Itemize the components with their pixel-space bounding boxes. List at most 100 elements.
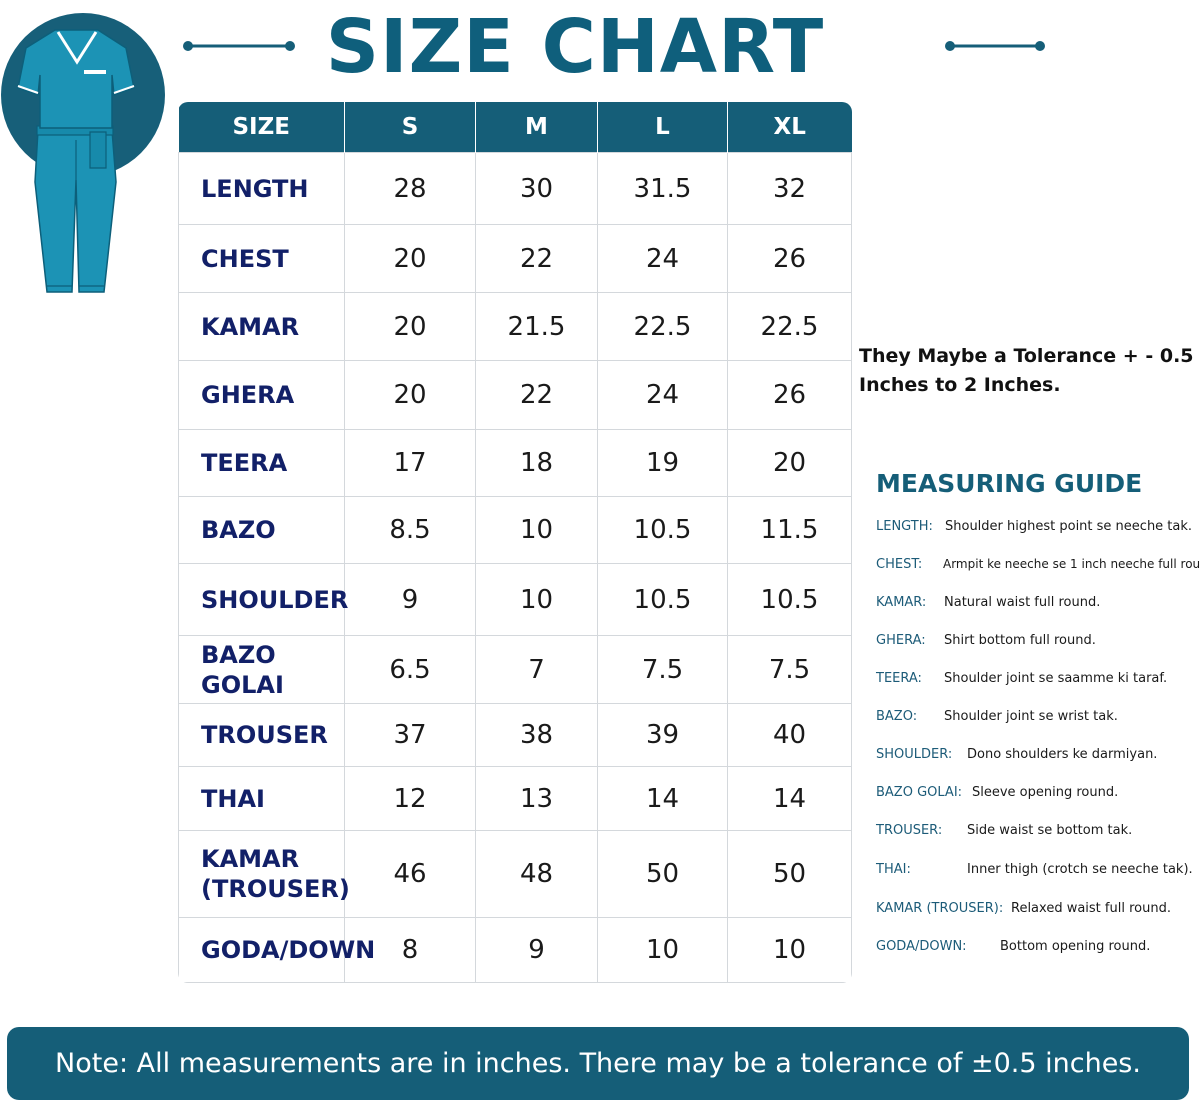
cell-value: 24 — [597, 224, 728, 293]
title-decoration-left — [183, 41, 295, 51]
scrubs-illustration — [1, 13, 165, 293]
guide-term: SHOULDER: — [876, 747, 953, 762]
row-label: GHERA — [178, 360, 345, 430]
cell-value: 21.5 — [475, 292, 598, 361]
guide-item: TEERA: Shoulder joint se saamme ki taraf… — [876, 671, 1200, 691]
guide-term: LENGTH: — [876, 519, 933, 534]
row-label: LENGTH — [178, 152, 345, 225]
cell-value: 24 — [597, 360, 728, 430]
cell-value: 10 — [475, 563, 598, 636]
guide-term: CHEST: — [876, 557, 923, 572]
guide-term: TROUSER: — [876, 823, 943, 838]
row-label: SHOULDER — [178, 563, 348, 636]
guide-term: GHERA: — [876, 633, 926, 648]
cell-value: 26 — [727, 224, 852, 293]
guide-item: KAMAR: Natural waist full round. — [876, 595, 1200, 615]
cell-value: 7.5 — [597, 635, 728, 704]
row-label: THAI — [178, 766, 345, 831]
cell-value: 22.5 — [597, 292, 728, 361]
cell-value: 32 — [727, 152, 852, 225]
guide-definition: Shoulder joint se saamme ki taraf. — [944, 671, 1168, 686]
cell-value: 13 — [475, 766, 598, 831]
cell-value: 7.5 — [727, 635, 852, 704]
table-row: GHERA 20 22 24 26 — [178, 360, 852, 430]
guide-item: TROUSER: Side waist se bottom tak. — [876, 823, 1200, 843]
cell-value: 26 — [727, 360, 852, 430]
tolerance-note: They Maybe a Tolerance + - 0.5 Inches to… — [859, 345, 1194, 396]
table-row: TEERA 17 18 19 20 — [178, 429, 852, 497]
table-row: KAMAR 20 21.5 22.5 22.5 — [178, 292, 852, 361]
table-row: THAI 12 13 14 14 — [178, 766, 852, 831]
guide-definition: Bottom opening round. — [1000, 939, 1151, 954]
row-label: BAZO GOLAI — [178, 635, 345, 704]
cell-value: 19 — [597, 429, 728, 497]
footer-note-bar: Note: All measurements are in inches. Th… — [7, 1027, 1189, 1100]
table-row: LENGTH 28 30 31.5 32 — [178, 152, 852, 225]
guide-term: BAZO: — [876, 709, 918, 724]
guide-term: BAZO GOLAI: — [876, 785, 963, 800]
cell-value: 9 — [344, 563, 476, 636]
guide-term: TEERA: — [876, 671, 922, 686]
cell-value: 46 — [344, 830, 476, 918]
row-label: KAMAR — [178, 292, 345, 361]
table-row: KAMAR (TROUSER) 46 48 50 50 — [178, 830, 852, 918]
guide-item: BAZO GOLAI: Sleeve opening round. — [876, 785, 1200, 805]
table-row: BAZO GOLAI 6.5 7 7.5 7.5 — [178, 635, 852, 704]
cell-value: 14 — [597, 766, 728, 831]
cell-value: 7 — [475, 635, 598, 704]
guide-item: LENGTH: Shoulder highest point se neeche… — [876, 519, 1200, 539]
row-label: CHEST — [178, 224, 345, 293]
cell-value: 20 — [727, 429, 852, 497]
measuring-guide-title: MEASURING GUIDE — [876, 469, 1143, 498]
size-table: SIZE S M L XL LENGTH 28 30 31.5 32 CHEST… — [178, 102, 852, 983]
cell-value: 31.5 — [597, 152, 728, 225]
cell-value: 12 — [344, 766, 476, 831]
cell-value: 50 — [597, 830, 728, 918]
guide-item: THAI: Inner thigh (crotch se neeche tak)… — [876, 862, 1200, 882]
cell-value: 9 — [475, 917, 598, 983]
guide-item: CHEST: Armpit ke neeche se 1 inch neeche… — [876, 557, 1200, 577]
header-s: S — [344, 102, 476, 153]
guide-definition: Sleeve opening round. — [972, 785, 1119, 800]
guide-definition: Shirt bottom full round. — [944, 633, 1096, 648]
cell-value: 11.5 — [727, 496, 852, 564]
page-title: SIZE CHART — [325, 4, 825, 90]
guide-definition: Shoulder joint se wrist tak. — [944, 709, 1118, 724]
cell-value: 8.5 — [344, 496, 476, 564]
row-label: TROUSER — [178, 703, 345, 767]
guide-definition: Dono shoulders ke darmiyan. — [967, 747, 1158, 762]
row-label: BAZO — [178, 496, 345, 564]
guide-term: GODA/DOWN: — [876, 939, 967, 954]
table-row: BAZO 8.5 10 10.5 11.5 — [178, 496, 852, 564]
cell-value: 8 — [344, 917, 476, 983]
header-size: SIZE — [178, 102, 345, 153]
guide-term: KAMAR (TROUSER): — [876, 901, 1004, 916]
cell-value: 17 — [344, 429, 476, 497]
guide-term: THAI: — [876, 862, 911, 877]
cell-value: 20 — [344, 292, 476, 361]
guide-item: KAMAR (TROUSER): Relaxed waist full roun… — [876, 901, 1200, 921]
cell-value: 37 — [344, 703, 476, 767]
cell-value: 22 — [475, 360, 598, 430]
row-label: TEERA — [178, 429, 345, 497]
title-decoration-right — [945, 41, 1045, 51]
cell-value: 39 — [597, 703, 728, 767]
cell-value: 20 — [344, 224, 476, 293]
table-row: CHEST 20 22 24 26 — [178, 224, 852, 293]
guide-definition: Relaxed waist full round. — [1011, 901, 1171, 916]
guide-definition: Shoulder highest point se neeche tak. — [945, 519, 1193, 534]
cell-value: 10 — [727, 917, 852, 983]
cell-value: 6.5 — [344, 635, 476, 704]
guide-item: SHOULDER: Dono shoulders ke darmiyan. — [876, 747, 1200, 767]
header-l: L — [597, 102, 728, 153]
row-label: KAMAR (TROUSER) — [178, 830, 350, 918]
cell-value: 10.5 — [597, 496, 728, 564]
cell-value: 30 — [475, 152, 598, 225]
cell-value: 22.5 — [727, 292, 852, 361]
guide-item: GODA/DOWN: Bottom opening round. — [876, 939, 1200, 959]
cell-value: 18 — [475, 429, 598, 497]
row-label: GODA/DOWN — [178, 917, 375, 983]
guide-term: KAMAR: — [876, 595, 927, 610]
cell-value: 48 — [475, 830, 598, 918]
table-row: SHOULDER 9 10 10.5 10.5 — [178, 563, 852, 636]
